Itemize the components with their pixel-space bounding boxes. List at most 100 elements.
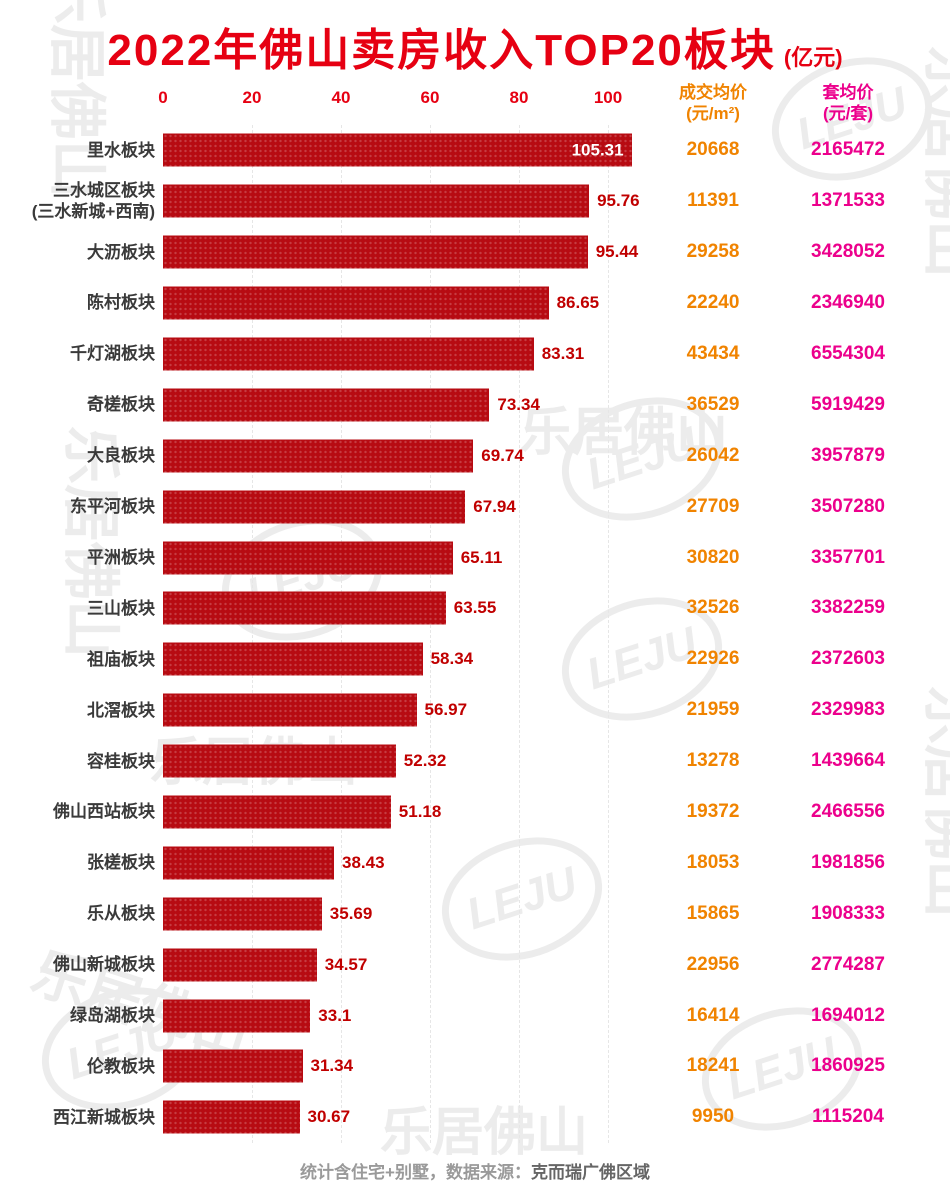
chart-row: 乐从板块 35.69 15865 1908333 bbox=[0, 888, 950, 939]
bar-area: 63.55 bbox=[163, 583, 643, 634]
revenue-value: 73.34 bbox=[497, 394, 540, 414]
revenue-value: 52.32 bbox=[403, 751, 447, 771]
revenue-value: 31.34 bbox=[310, 1056, 354, 1076]
price-per-unit-value: 3382259 bbox=[811, 597, 885, 619]
revenue-value: 35.69 bbox=[329, 903, 373, 923]
category-label: 乐从板块 bbox=[87, 904, 155, 924]
price-per-sqm-value: 22956 bbox=[686, 953, 740, 975]
footer-note: 统计含住宅+别墅，数据来源：克而瑞广佛区域 bbox=[0, 1158, 950, 1183]
revenue-bar bbox=[163, 235, 588, 269]
category-label: 西江新城板块 bbox=[53, 1107, 155, 1127]
price-per-unit-value: 1371533 bbox=[811, 190, 885, 212]
price-per-unit-value: 2466556 bbox=[811, 801, 885, 823]
price-per-sqm-value: 18053 bbox=[686, 851, 740, 873]
price-per-unit-value: 1115204 bbox=[812, 1106, 884, 1128]
category-label: 张槎板块 bbox=[87, 853, 155, 873]
revenue-value: 67.94 bbox=[473, 496, 516, 516]
axis-tick-label: 80 bbox=[509, 88, 529, 107]
chart-row: 西江新城板块 30.67 9950 1115204 bbox=[0, 1092, 950, 1143]
chart-row: 大沥板块 95.44 29258 3428052 bbox=[0, 227, 950, 278]
category-label: 绿岛湖板块 bbox=[70, 1005, 155, 1025]
revenue-bar bbox=[163, 490, 466, 524]
bar-area: 86.65 bbox=[163, 278, 643, 329]
category-label: 平洲板块 bbox=[87, 547, 155, 567]
price-per-unit-value: 2329983 bbox=[811, 699, 885, 721]
gridline bbox=[519, 125, 520, 1143]
revenue-value: 95.44 bbox=[595, 242, 639, 262]
revenue-bar bbox=[163, 795, 391, 829]
price-per-unit-value: 3357701 bbox=[811, 546, 885, 568]
revenue-bar bbox=[163, 744, 396, 778]
column-header-price-unit-line1: 套均价 bbox=[822, 83, 874, 102]
revenue-bar: 105.31 bbox=[163, 133, 632, 167]
revenue-bar bbox=[163, 337, 534, 371]
price-per-sqm-value: 15865 bbox=[686, 902, 740, 924]
bar-area: 38.43 bbox=[163, 837, 643, 888]
price-per-unit-value: 1439664 bbox=[811, 750, 885, 772]
revenue-value: 69.74 bbox=[481, 445, 524, 465]
column-header-price-sqm-line1: 成交均价 bbox=[679, 83, 747, 102]
axis-tick-label: 0 bbox=[158, 88, 168, 107]
revenue-bar bbox=[163, 999, 311, 1033]
chart-row: 陈村板块 86.65 22240 2346940 bbox=[0, 278, 950, 329]
revenue-bar bbox=[163, 693, 417, 727]
category-label: 三水城区板块 (三水新城+西南) bbox=[31, 181, 155, 222]
price-per-unit-value: 2372603 bbox=[811, 648, 885, 670]
revenue-value: 51.18 bbox=[398, 802, 442, 822]
revenue-value: 83.31 bbox=[541, 344, 585, 363]
revenue-value: 86.65 bbox=[556, 293, 600, 313]
chart-row: 三水城区板块 (三水新城+西南) 95.76 11391 1371533 bbox=[0, 176, 950, 227]
revenue-value: 63.55 bbox=[453, 598, 497, 618]
category-label: 千灯湖板块 bbox=[70, 344, 155, 364]
revenue-bar bbox=[163, 388, 490, 422]
revenue-value: 30.67 bbox=[307, 1107, 351, 1127]
price-per-unit-value: 1981856 bbox=[811, 851, 885, 873]
bar-area: 69.74 bbox=[163, 430, 643, 481]
category-label: 三山板块 bbox=[87, 598, 155, 618]
bar-area: 51.18 bbox=[163, 787, 643, 838]
bar-area: 33.1 bbox=[163, 990, 643, 1041]
price-per-sqm-value: 19372 bbox=[686, 801, 740, 823]
price-per-sqm-value: 13278 bbox=[686, 750, 740, 772]
category-label: 容桂板块 bbox=[87, 751, 155, 771]
revenue-value: 58.34 bbox=[430, 649, 474, 669]
gridlines bbox=[163, 125, 643, 1143]
axis-tick-label: 60 bbox=[420, 88, 440, 107]
chart-row: 北滘板块 56.97 21959 2329983 bbox=[0, 685, 950, 736]
price-per-unit-value: 2165472 bbox=[811, 139, 885, 161]
revenue-bar bbox=[163, 541, 453, 575]
bar-chart: 里水板块 105.31 20668 2165472 三水城区板块 (三水新城+西南) 95… bbox=[0, 125, 950, 1143]
revenue-bar bbox=[163, 1049, 303, 1083]
price-per-unit-value: 3957879 bbox=[811, 444, 885, 466]
price-per-unit-value: 2774287 bbox=[811, 953, 885, 975]
chart-row: 三山板块 63.55 32526 3382259 bbox=[0, 583, 950, 634]
revenue-value: 34.57 bbox=[324, 954, 368, 974]
gridline bbox=[252, 125, 253, 1143]
chart-row: 伦教板块 31.34 18241 1860925 bbox=[0, 1041, 950, 1092]
price-per-sqm-value: 22926 bbox=[686, 648, 740, 670]
bar-area: 95.44 bbox=[163, 227, 643, 278]
price-per-unit-value: 6554304 bbox=[811, 343, 885, 364]
price-per-unit-value: 5919429 bbox=[811, 393, 885, 415]
revenue-value: 105.31 bbox=[571, 140, 624, 160]
chart-row: 祖庙板块 58.34 22926 2372603 bbox=[0, 634, 950, 685]
revenue-value: 38.43 bbox=[342, 852, 385, 872]
bar-area: 65.11 bbox=[163, 532, 643, 583]
category-label: 佛山西站板块 bbox=[53, 802, 155, 822]
price-per-sqm-value: 36529 bbox=[686, 393, 740, 415]
category-label: 大良板块 bbox=[87, 446, 155, 466]
category-label: 大沥板块 bbox=[87, 242, 155, 262]
chart-row: 佛山新城板块 34.57 22956 2774287 bbox=[0, 939, 950, 990]
revenue-value: 65.11 bbox=[460, 547, 503, 567]
chart-row: 张槎板块 38.43 18053 1981856 bbox=[0, 837, 950, 888]
chart-row: 奇槎板块 73.34 36529 5919429 bbox=[0, 379, 950, 430]
axis-ticks: 0 20 40 60 80 100 bbox=[158, 88, 643, 112]
revenue-bar bbox=[163, 286, 549, 320]
category-label: 北滘板块 bbox=[87, 700, 155, 720]
revenue-bar bbox=[163, 897, 322, 931]
revenue-bar bbox=[163, 846, 334, 880]
category-label: 东平河板块 bbox=[70, 497, 155, 517]
price-per-sqm-value: 30820 bbox=[686, 546, 740, 568]
bar-area: 58.34 bbox=[163, 634, 643, 685]
